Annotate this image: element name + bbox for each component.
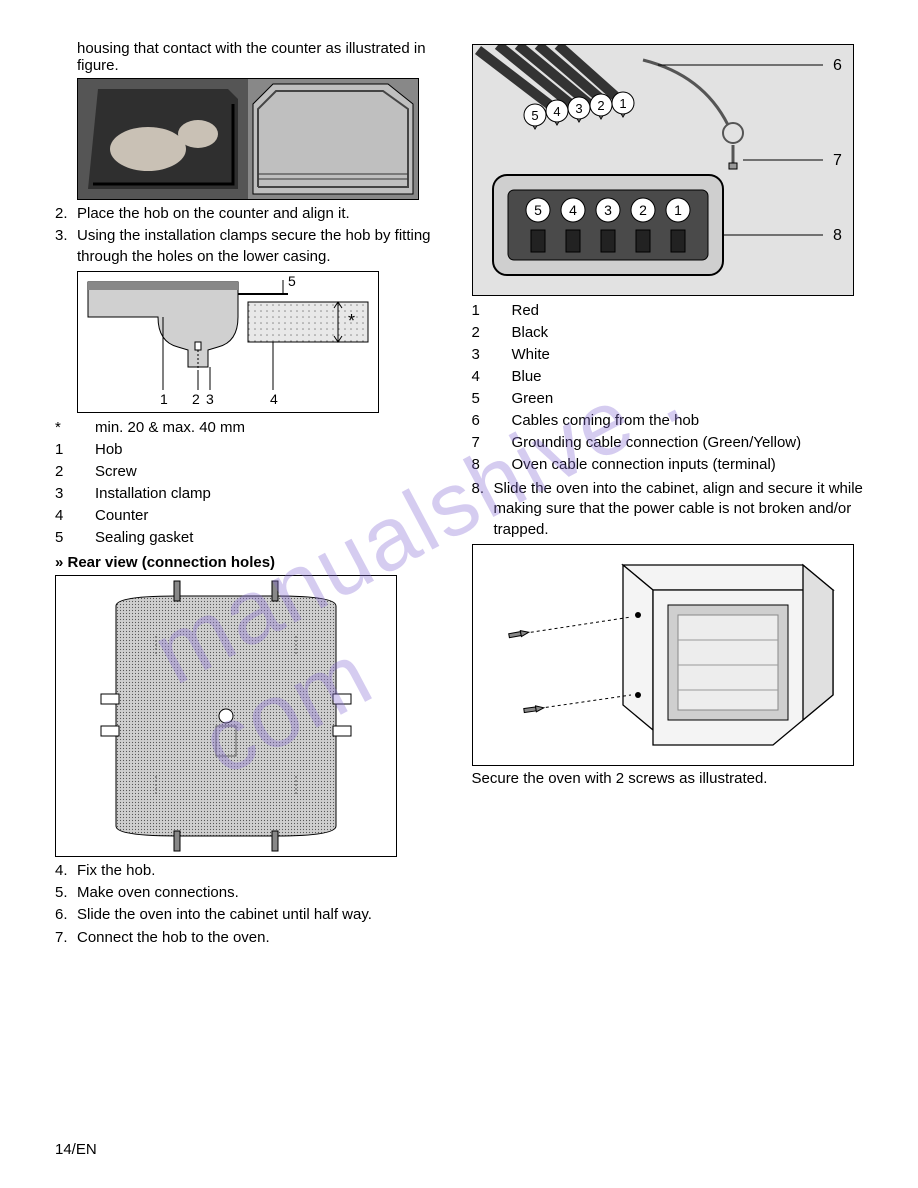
- label-2: 2: [192, 391, 200, 407]
- step-8-item: 8. Slide the oven into the cabinet, alig…: [472, 479, 864, 540]
- legend-key: 6: [472, 410, 512, 431]
- label-1: 1: [160, 391, 168, 407]
- svg-text:5: 5: [531, 108, 538, 123]
- svg-text:2: 2: [639, 202, 647, 218]
- svg-text:4: 4: [553, 104, 560, 119]
- legend-key: 4: [55, 505, 95, 526]
- right-column: 1 2 3 4 5 1 2 3 4 5: [472, 40, 864, 950]
- legend-wiring: 1Red2Black3White4Blue5Green6Cables comin…: [472, 300, 864, 475]
- legend-row: 6Cables coming from the hob: [472, 410, 864, 431]
- legend-row: 4Counter: [55, 505, 447, 526]
- rear-view-heading: » Rear view (connection holes): [55, 554, 447, 571]
- legend-row: 1Red: [472, 300, 864, 321]
- step-3: 3. Using the installation clamps secure …: [55, 226, 447, 267]
- step-text: Using the installation clamps secure the…: [77, 226, 447, 267]
- svg-text:1: 1: [619, 96, 626, 111]
- secure-text: Secure the oven with 2 screws as illustr…: [472, 770, 864, 787]
- legend-key: 3: [55, 483, 95, 504]
- intro-text: housing that contact with the counter as…: [77, 40, 447, 74]
- page-footer: 14/EN: [55, 1141, 97, 1158]
- legend-key: 1: [55, 439, 95, 460]
- legend-row: 7Grounding cable connection (Green/Yello…: [472, 432, 864, 453]
- legend-key: 5: [472, 388, 512, 409]
- legend-row: *min. 20 & max. 40 mm: [55, 417, 447, 438]
- left-column: housing that contact with the counter as…: [55, 40, 447, 950]
- page-content: housing that contact with the counter as…: [0, 0, 918, 980]
- legend-row: 3White: [472, 344, 864, 365]
- legend-key: 1: [472, 300, 512, 321]
- steps-2-3: 2. Place the hob on the counter and alig…: [55, 204, 447, 267]
- legend-key: 8: [472, 454, 512, 475]
- svg-text:3: 3: [575, 101, 582, 116]
- legend-value: Installation clamp: [95, 483, 211, 504]
- legend-value: Cables coming from the hob: [512, 410, 700, 431]
- step-6: 6.Slide the oven into the cabinet until …: [55, 905, 447, 925]
- step-4: 4.Fix the hob.: [55, 861, 447, 881]
- svg-text:5: 5: [534, 202, 542, 218]
- step-number: 2.: [55, 204, 77, 224]
- legend-value: Red: [512, 300, 540, 321]
- step-5: 5.Make oven connections.: [55, 883, 447, 903]
- label-star: *: [348, 311, 355, 331]
- legend-value: Grounding cable connection (Green/Yellow…: [512, 432, 802, 453]
- legend-value: White: [512, 344, 550, 365]
- callout-7: 7: [833, 152, 842, 169]
- svg-text:4: 4: [569, 202, 577, 218]
- legend-row: 5Sealing gasket: [55, 527, 447, 548]
- step-7: 7.Connect the hob to the oven.: [55, 928, 447, 948]
- svg-text:2: 2: [597, 98, 604, 113]
- step-number: 3.: [55, 226, 77, 267]
- legend-row: 2Black: [472, 322, 864, 343]
- svg-text:3: 3: [604, 202, 612, 218]
- legend-clamp: *min. 20 & max. 40 mm1Hob2Screw3Installa…: [55, 417, 447, 548]
- legend-row: 4Blue: [472, 366, 864, 387]
- legend-row: 1Hob: [55, 439, 447, 460]
- callout-6: 6: [833, 57, 842, 74]
- legend-value: Sealing gasket: [95, 527, 193, 548]
- legend-value: Screw: [95, 461, 137, 482]
- callout-8: 8: [833, 227, 842, 244]
- legend-row: 2Screw: [55, 461, 447, 482]
- legend-value: Blue: [512, 366, 542, 387]
- legend-value: Black: [512, 322, 549, 343]
- legend-key: 5: [55, 527, 95, 548]
- clamp-figure: * 1 2 3 4 5: [77, 271, 379, 413]
- label-4: 4: [270, 391, 278, 407]
- legend-key: 2: [55, 461, 95, 482]
- legend-key: 4: [472, 366, 512, 387]
- legend-row: 3Installation clamp: [55, 483, 447, 504]
- legend-value: Hob: [95, 439, 123, 460]
- legend-row: 8Oven cable connection inputs (terminal): [472, 454, 864, 475]
- legend-key: 3: [472, 344, 512, 365]
- legend-value: Counter: [95, 505, 148, 526]
- steps-4-7: 4.Fix the hob. 5.Make oven connections. …: [55, 861, 447, 948]
- legend-key: 2: [472, 322, 512, 343]
- legend-row: 5Green: [472, 388, 864, 409]
- step-text: Place the hob on the counter and align i…: [77, 204, 447, 224]
- label-5: 5: [288, 273, 296, 289]
- rear-view-figure: [55, 575, 397, 857]
- legend-key: *: [55, 417, 95, 438]
- label-3: 3: [206, 391, 214, 407]
- svg-text:1: 1: [674, 202, 682, 218]
- oven-figure: [472, 544, 854, 766]
- step-2: 2. Place the hob on the counter and alig…: [55, 204, 447, 224]
- legend-key: 7: [472, 432, 512, 453]
- wiring-figure: 1 2 3 4 5 1 2 3 4 5: [472, 44, 854, 296]
- step-8: 8. Slide the oven into the cabinet, alig…: [472, 479, 864, 540]
- legend-value: Green: [512, 388, 554, 409]
- photo-figure: [77, 78, 419, 200]
- legend-value: min. 20 & max. 40 mm: [95, 417, 245, 438]
- legend-value: Oven cable connection inputs (terminal): [512, 454, 776, 475]
